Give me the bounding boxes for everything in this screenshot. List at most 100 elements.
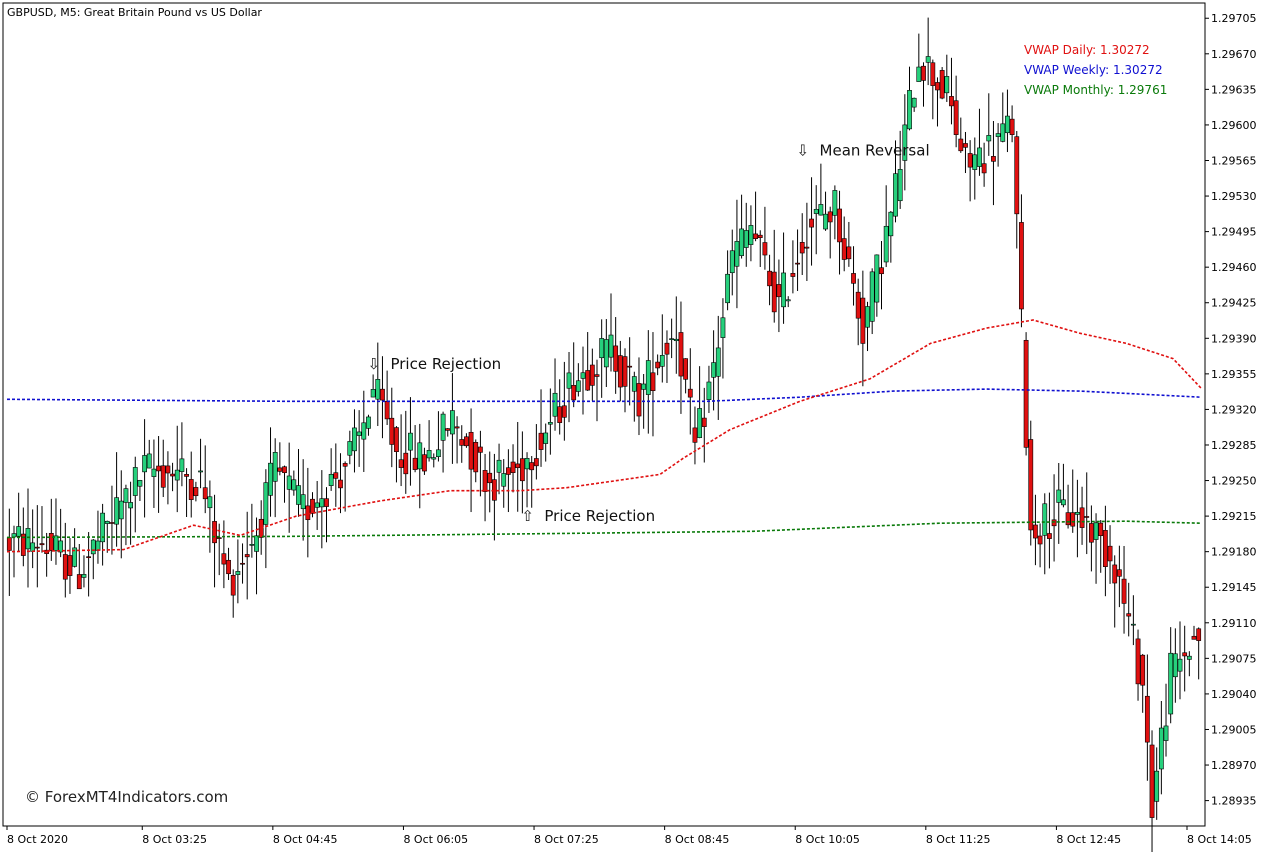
candle [207, 480, 213, 553]
candle [911, 97, 917, 112]
candle [729, 229, 735, 296]
candle [753, 191, 758, 242]
candle-body [128, 502, 133, 509]
candle-body [347, 441, 353, 456]
candle-body [1163, 725, 1169, 741]
candle [613, 317, 619, 394]
x-tick-label: 8 Oct 06:05 [403, 833, 468, 846]
candle-body [510, 461, 516, 473]
candle-body [291, 479, 297, 491]
candle [566, 352, 572, 423]
candle-body [342, 463, 348, 467]
candle-body [375, 379, 381, 400]
vwap-layer [6, 319, 1202, 553]
candle [366, 414, 371, 436]
candle-body [678, 332, 684, 377]
candle [608, 293, 614, 372]
candle [380, 356, 385, 439]
candle-body [1098, 522, 1104, 537]
candle [557, 379, 563, 435]
candle-body [622, 356, 628, 387]
candle-body [645, 360, 651, 395]
candle-body [557, 406, 563, 423]
candle [599, 319, 605, 398]
candles-layer [6, 17, 1202, 856]
chart-title: GBPUSD, M5: Great Britain Pound vs US Do… [7, 6, 262, 19]
candle [1149, 730, 1155, 856]
candle [823, 191, 828, 231]
candle-body [426, 450, 432, 459]
candle-body [394, 427, 399, 452]
candle [1182, 625, 1188, 692]
candle [804, 202, 810, 281]
legend-entry: VWAP Monthly: 1.29761 [1024, 83, 1167, 97]
candle-body [501, 473, 507, 487]
candle-body [599, 338, 605, 359]
candle [925, 17, 931, 86]
candle [953, 75, 959, 148]
candle-body [1084, 516, 1090, 518]
candle [519, 431, 525, 514]
candle-body [286, 475, 292, 490]
candle-body [328, 473, 334, 486]
candle [860, 270, 866, 387]
y-tick-label: 1.29215 [1211, 510, 1257, 523]
candle-body [146, 453, 152, 469]
candle-body [729, 250, 735, 274]
candle-body [249, 544, 255, 546]
candle-body [202, 487, 208, 500]
y-tick-label: 1.29565 [1211, 154, 1257, 167]
candle [277, 442, 283, 476]
candle-body [757, 234, 763, 238]
candle-body [216, 537, 222, 539]
candle [496, 443, 502, 495]
candle-body [380, 388, 385, 401]
candle [585, 332, 591, 391]
candle [748, 205, 754, 262]
candle [226, 547, 231, 580]
candle-body [809, 218, 814, 228]
candle [767, 254, 772, 306]
candle-body [62, 554, 68, 580]
candle-body [799, 242, 805, 254]
annotation: ⇩ Mean Reversal [797, 141, 930, 159]
candle-body [1107, 545, 1113, 562]
candle [944, 54, 950, 102]
candle-body [631, 376, 637, 392]
candle-body [296, 485, 301, 505]
candle [505, 449, 511, 513]
candle [118, 470, 124, 559]
candle-body [641, 383, 647, 390]
candle [739, 194, 744, 259]
candle-body [100, 512, 106, 543]
candle-body [893, 173, 898, 217]
candle-body [1051, 519, 1057, 527]
candle-body [244, 554, 250, 558]
candle-body [837, 208, 842, 243]
candle-body [953, 100, 959, 135]
candle-body [468, 431, 474, 470]
y-tick-label: 1.29250 [1211, 475, 1257, 488]
candle-body [636, 383, 642, 417]
candle [100, 503, 106, 566]
candle-body [935, 82, 940, 91]
candle [62, 522, 68, 598]
candle-body [226, 559, 231, 575]
candle-body [543, 432, 549, 444]
candle-body [715, 347, 721, 377]
candle-body [1042, 503, 1048, 536]
candle-body [282, 466, 287, 474]
candle-body [1168, 652, 1174, 715]
candle-body [1065, 512, 1071, 526]
candle-body [552, 392, 558, 417]
candle [1093, 513, 1099, 584]
candle [589, 348, 595, 401]
candle-body [137, 480, 143, 487]
x-tick-label: 8 Oct 14:05 [1187, 833, 1252, 846]
candle-body [1014, 136, 1020, 215]
y-tick-label: 1.29285 [1211, 439, 1257, 452]
candle-body [683, 358, 689, 380]
candle-body [356, 431, 362, 436]
candle [743, 202, 749, 267]
x-tick-label: 8 Oct 10:05 [795, 833, 860, 846]
